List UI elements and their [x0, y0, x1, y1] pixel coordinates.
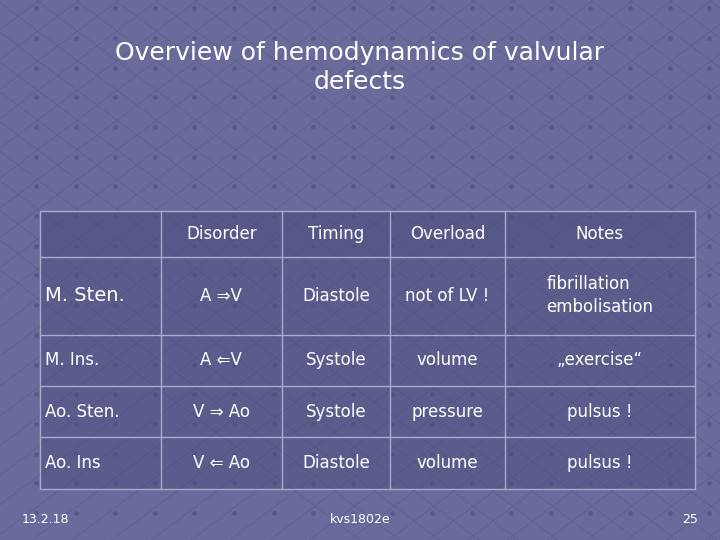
Text: V ⇒ Ao: V ⇒ Ao	[193, 403, 250, 421]
Text: M. Ins.: M. Ins.	[45, 352, 99, 369]
Text: A ⇒V: A ⇒V	[200, 287, 243, 305]
Text: pulsus !: pulsus !	[567, 403, 633, 421]
Text: V ⇐ Ao: V ⇐ Ao	[193, 454, 250, 472]
Text: M. Sten.: M. Sten.	[45, 286, 125, 305]
Bar	[40, 386, 695, 437]
Text: A ⇐V: A ⇐V	[200, 352, 243, 369]
Text: Diastole: Diastole	[302, 287, 370, 305]
Text: volume: volume	[417, 454, 478, 472]
Bar	[40, 211, 695, 256]
Text: kvs1802e: kvs1802e	[330, 513, 390, 526]
Text: Notes: Notes	[576, 225, 624, 242]
Text: fibrillation
embolisation: fibrillation embolisation	[546, 275, 653, 316]
Text: Disorder: Disorder	[186, 225, 257, 242]
Text: pulsus !: pulsus !	[567, 454, 633, 472]
Text: Overview of hemodynamics of valvular
defects: Overview of hemodynamics of valvular def…	[115, 40, 605, 94]
Text: Diastole: Diastole	[302, 454, 370, 472]
Text: 13.2.18: 13.2.18	[22, 513, 69, 526]
Text: Ao. Sten.: Ao. Sten.	[45, 403, 120, 421]
Bar	[40, 211, 695, 489]
Text: Ao. Ins: Ao. Ins	[45, 454, 101, 472]
Text: not of LV !: not of LV !	[405, 287, 490, 305]
Bar	[40, 437, 695, 489]
Text: „exercise“: „exercise“	[557, 352, 643, 369]
Text: Timing: Timing	[308, 225, 364, 242]
Text: Overload: Overload	[410, 225, 485, 242]
Text: Systole: Systole	[306, 352, 366, 369]
Text: volume: volume	[417, 352, 478, 369]
Text: 25: 25	[683, 513, 698, 526]
Bar	[40, 256, 695, 335]
Text: pressure: pressure	[411, 403, 483, 421]
Text: Systole: Systole	[306, 403, 366, 421]
Bar	[40, 335, 695, 386]
